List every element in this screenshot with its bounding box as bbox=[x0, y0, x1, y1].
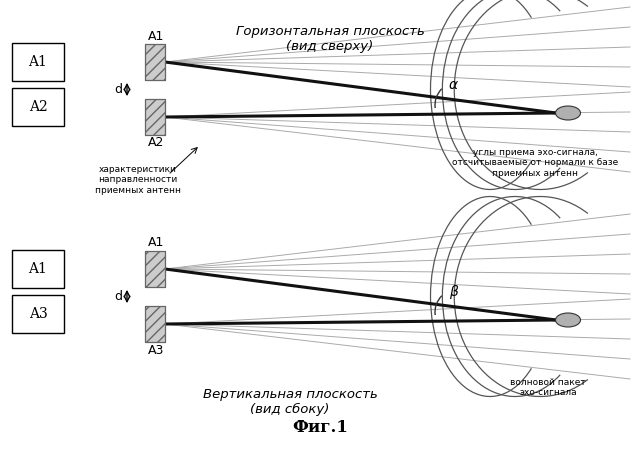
Bar bbox=[145, 251, 165, 287]
Bar bbox=[12, 295, 64, 333]
Text: d: d bbox=[114, 83, 122, 96]
Ellipse shape bbox=[556, 313, 580, 327]
Text: A1: A1 bbox=[29, 55, 47, 69]
Bar bbox=[145, 99, 165, 135]
Bar bbox=[12, 43, 64, 81]
Ellipse shape bbox=[556, 106, 580, 120]
Text: A2: A2 bbox=[148, 137, 164, 149]
Bar bbox=[145, 306, 165, 342]
Text: β: β bbox=[449, 285, 458, 299]
Text: Горизонтальная плоскость
(вид сверху): Горизонтальная плоскость (вид сверху) bbox=[236, 25, 424, 53]
Bar bbox=[145, 44, 165, 80]
Bar bbox=[12, 250, 64, 288]
Text: A1: A1 bbox=[148, 29, 164, 42]
Text: A3: A3 bbox=[29, 307, 47, 321]
Text: A3: A3 bbox=[148, 344, 164, 356]
Bar bbox=[145, 251, 165, 287]
Bar bbox=[145, 306, 165, 342]
Text: углы приема эхо-сигнала,
отсчитываемые от нормали к базе
приемных антенн: углы приема эхо-сигнала, отсчитываемые о… bbox=[452, 148, 618, 178]
Bar bbox=[145, 44, 165, 80]
Text: d: d bbox=[114, 290, 122, 303]
Text: A1: A1 bbox=[29, 262, 47, 276]
Text: характеристики
направленности
приемных антенн: характеристики направленности приемных а… bbox=[95, 165, 181, 195]
Bar bbox=[145, 99, 165, 135]
Text: волновой пакет
эхо-сигнала: волновой пакет эхо-сигнала bbox=[510, 378, 586, 397]
Text: Фиг.1: Фиг.1 bbox=[292, 419, 348, 437]
Text: Вертикальная плоскость
(вид сбоку): Вертикальная плоскость (вид сбоку) bbox=[203, 388, 378, 416]
Text: A1: A1 bbox=[148, 236, 164, 249]
Text: A2: A2 bbox=[29, 100, 47, 114]
Bar bbox=[12, 88, 64, 126]
Text: α: α bbox=[449, 78, 458, 92]
